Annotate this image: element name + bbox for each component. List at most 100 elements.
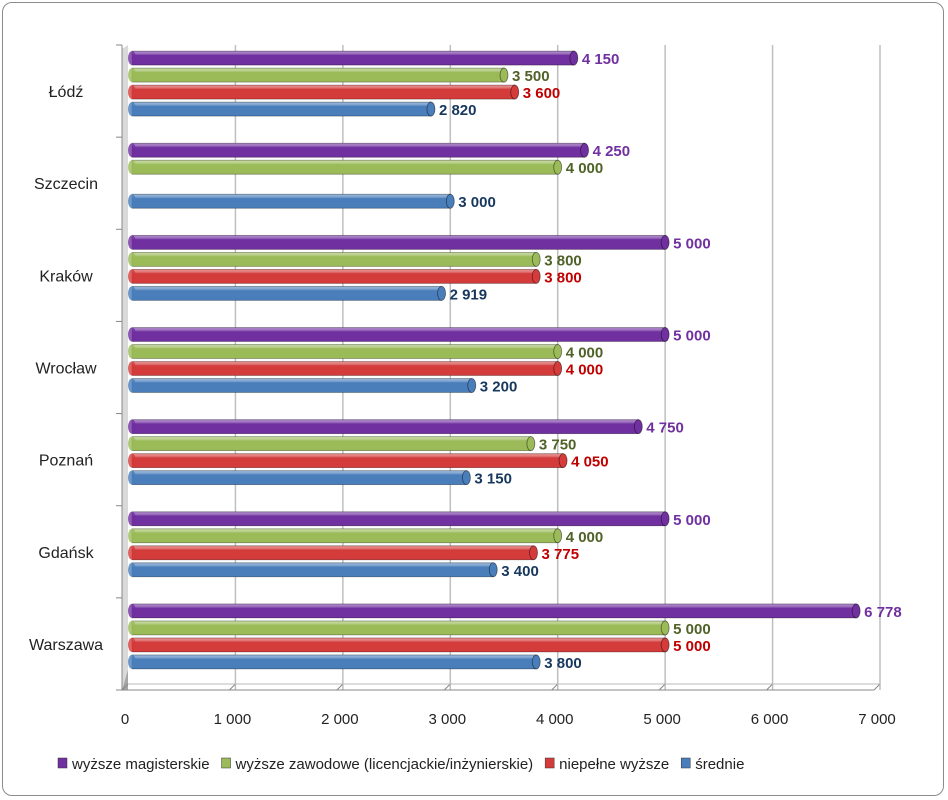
- legend-entry: wyższe zawodowe (licencjackie/inżyniersk…: [235, 756, 534, 773]
- legend-marker: [57, 757, 68, 769]
- bar-end-cap: [633, 419, 643, 435]
- legend-marker: [221, 757, 231, 769]
- bar-end-cap: [426, 101, 436, 117]
- x-tick-label: 5 000: [643, 711, 681, 728]
- data-label: 5 000: [673, 638, 711, 655]
- bar: [131, 268, 537, 284]
- side-wall: [122, 45, 128, 690]
- bar-end-cap: [531, 251, 541, 267]
- category-label: Warszawa: [29, 637, 103, 654]
- category-label: Szczecin: [34, 176, 98, 193]
- bar: [131, 603, 857, 619]
- tick-mark: [766, 683, 773, 691]
- data-label: 3 150: [474, 471, 512, 488]
- data-label: 4 750: [646, 420, 684, 437]
- bar: [131, 453, 564, 469]
- bar-start-cap: [128, 85, 136, 100]
- bar-end-cap: [553, 361, 563, 376]
- bar-start-cap: [128, 620, 136, 635]
- bar-start-cap: [128, 511, 136, 526]
- data-label: 4 000: [566, 160, 604, 177]
- bar: [131, 545, 534, 561]
- category-label: Wrocław: [35, 361, 96, 378]
- bar-start-cap: [128, 51, 136, 66]
- legend-entry: średnie: [695, 756, 744, 773]
- bar: [131, 637, 666, 653]
- data-label: 6 778: [864, 604, 902, 621]
- category-label: Poznań: [39, 453, 93, 470]
- bar-start-cap: [128, 528, 136, 543]
- bar: [131, 620, 666, 636]
- bar: [131, 101, 432, 117]
- data-label: 4 150: [582, 51, 620, 68]
- bar-start-cap: [128, 419, 136, 434]
- data-label: 5 000: [673, 512, 711, 529]
- bar-start-cap: [128, 470, 136, 485]
- data-label: 3 800: [544, 655, 582, 672]
- bar-start-cap: [128, 286, 136, 301]
- bar: [131, 511, 666, 527]
- category-label: Gdańsk: [38, 545, 94, 562]
- data-label: 5 000: [673, 328, 711, 345]
- bar: [131, 436, 532, 452]
- data-label: 3 750: [539, 437, 577, 454]
- bar-end-cap: [553, 528, 563, 544]
- bar-end-cap: [660, 327, 670, 342]
- bar: [131, 193, 451, 209]
- bar-end-cap: [437, 285, 446, 301]
- bar-end-cap: [510, 84, 520, 100]
- bar: [131, 327, 666, 342]
- bar-end-cap: [461, 470, 471, 486]
- bar-start-cap: [128, 143, 136, 158]
- x-tick-label: 1 000: [214, 711, 252, 728]
- bar-end-cap: [553, 159, 563, 175]
- data-label: 2 919: [450, 286, 488, 303]
- x-tick-label: 7 000: [858, 711, 896, 728]
- x-tick-label: 4 000: [536, 711, 574, 728]
- data-label: 4 050: [571, 454, 609, 471]
- bar-start-cap: [128, 344, 136, 359]
- legend-entry: niepełne wyższe: [559, 756, 669, 773]
- bar: [131, 67, 505, 83]
- data-label: 3 500: [512, 68, 550, 85]
- legend-entry: wyższe magisterskie: [71, 756, 210, 773]
- bar: [131, 285, 442, 301]
- data-label: 2 820: [439, 102, 477, 119]
- category-label: Łódź: [49, 84, 84, 101]
- bar: [131, 470, 467, 486]
- bar: [131, 84, 516, 100]
- x-tick-label: 3 000: [429, 711, 467, 728]
- data-label: 5 000: [673, 235, 711, 252]
- bar-end-cap: [529, 545, 538, 561]
- bar-start-cap: [128, 102, 136, 117]
- legend-marker: [544, 757, 555, 769]
- bar-start-cap: [128, 562, 136, 577]
- data-label: 4 000: [566, 345, 604, 362]
- bar-start-cap: [128, 603, 136, 618]
- x-tick-label: 6 000: [751, 711, 789, 728]
- bar-end-cap: [580, 142, 589, 158]
- bar: [131, 234, 666, 250]
- bar-start-cap: [128, 436, 136, 451]
- bar: [131, 654, 537, 670]
- bar: [131, 419, 639, 435]
- bar-start-cap: [128, 235, 136, 250]
- bar-start-cap: [128, 378, 136, 393]
- data-label: 5 000: [673, 621, 711, 638]
- bar-end-cap: [488, 562, 498, 578]
- bar-start-cap: [128, 68, 136, 83]
- bar: [131, 142, 585, 158]
- bar-start-cap: [128, 545, 136, 560]
- category-label: Kraków: [39, 268, 93, 285]
- bar-end-cap: [499, 67, 509, 83]
- bar: [131, 251, 537, 267]
- bar-end-cap: [660, 511, 670, 527]
- bar-start-cap: [128, 252, 136, 267]
- data-label: 3 200: [480, 379, 518, 396]
- bar: [131, 344, 559, 359]
- data-label: 3 400: [501, 563, 539, 580]
- bar-end-cap: [531, 268, 541, 284]
- bar-end-cap: [526, 436, 536, 452]
